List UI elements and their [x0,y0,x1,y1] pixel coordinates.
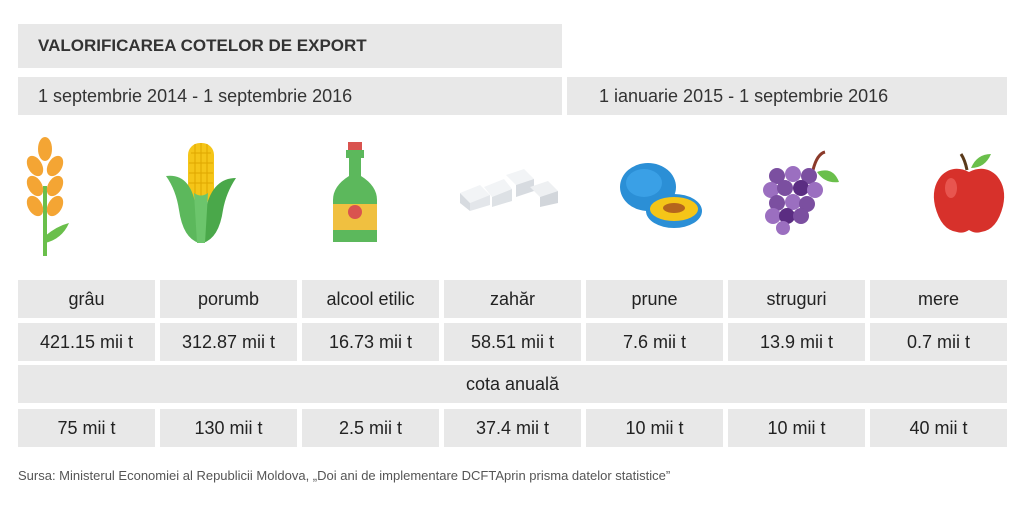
quota-value-cell: 10 mii t [728,409,865,447]
exported-value-cell: 16.73 mii t [302,323,439,361]
product-icons [0,128,1024,258]
exported-value-cell: 312.87 mii t [160,323,297,361]
product-name-cell: struguri [728,280,865,318]
exported-value-cell: 58.51 mii t [444,323,581,361]
page-title: VALORIFICAREA COTELOR DE EXPORT [18,24,562,68]
product-name-cell: alcool etilic [302,280,439,318]
exported-value-cell: 13.9 mii t [728,323,865,361]
quota-value-cell: 40 mii t [870,409,1007,447]
quota-value-cell: 37.4 mii t [444,409,581,447]
exported-value-cell: 421.15 mii t [18,323,155,361]
bottle-icon [300,128,410,258]
quota-value-cell: 75 mii t [18,409,155,447]
product-name-cell: prune [586,280,723,318]
period-right: 1 ianuarie 2015 - 1 septembrie 2016 [567,77,1007,115]
wheat-icon [0,128,102,258]
corn-icon [146,128,256,258]
product-name-cell: grâu [18,280,155,318]
sugar-icon [452,128,562,258]
quota-value-cell: 10 mii t [586,409,723,447]
quota-value-cell: 130 mii t [160,409,297,447]
plum-icon [606,128,716,258]
grapes-icon [745,128,855,258]
quota-header: cota anuală [18,365,1007,403]
exported-value-cell: 7.6 mii t [586,323,723,361]
period-left: 1 septembrie 2014 - 1 septembrie 2016 [18,77,562,115]
quota-value-cell: 2.5 mii t [302,409,439,447]
exported-value-cell: 0.7 mii t [870,323,1007,361]
source-note: Sursa: Ministerul Economiei al Republici… [18,468,671,483]
product-name-cell: porumb [160,280,297,318]
product-name-cell: mere [870,280,1007,318]
apple-icon [914,128,1024,258]
product-name-cell: zahăr [444,280,581,318]
